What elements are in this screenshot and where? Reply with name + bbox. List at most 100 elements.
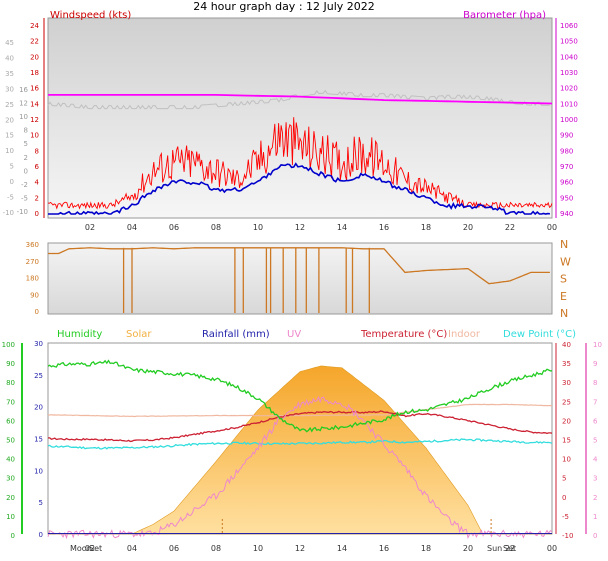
climate-x-tick-label: 20 bbox=[463, 544, 473, 553]
barometer-tick-label: 980 bbox=[560, 147, 573, 155]
humidity-tick-label: 20 bbox=[6, 494, 15, 502]
barometer-tick-label: 950 bbox=[560, 194, 573, 202]
rain-tick-label: 20 bbox=[34, 404, 43, 412]
climate-x-tick-label: 02 bbox=[85, 544, 95, 553]
uv-tick-label: 4 bbox=[593, 456, 598, 464]
wind-mid-tick-label: 12 bbox=[19, 100, 28, 108]
climate-x-tick-label: 04 bbox=[127, 544, 137, 553]
direction-tick-label: 90 bbox=[30, 291, 39, 299]
wind-tick-label: 22 bbox=[30, 38, 39, 46]
wind-x-tick-label: 18 bbox=[421, 223, 431, 232]
wind-x-tick-label: 12 bbox=[295, 223, 305, 232]
wind-mid-tick-label: 16 bbox=[19, 86, 28, 94]
climate-ticks: 1009080706050403020100302520151050403530… bbox=[2, 340, 602, 540]
wind-x-tick-label: 14 bbox=[337, 223, 347, 232]
climate-x-tick-label: 00 bbox=[547, 544, 557, 553]
sunset-label: Set bbox=[503, 544, 516, 553]
wind-mid-tick-label: -5 bbox=[21, 194, 28, 202]
barometer-tick-label: 1020 bbox=[560, 85, 578, 93]
wind-tick-label: 16 bbox=[30, 85, 39, 93]
wind-tick-label: 10 bbox=[30, 132, 39, 140]
uv-tick-label: 9 bbox=[593, 360, 597, 368]
uv-tick-label: 10 bbox=[593, 341, 602, 349]
climate-x-tick-label: 14 bbox=[337, 544, 347, 553]
compass-label: W bbox=[560, 255, 571, 268]
wind-mid-tick-label: 0 bbox=[24, 167, 28, 175]
uv-tick-label: 7 bbox=[593, 398, 597, 406]
moonset-label: Set bbox=[89, 544, 102, 553]
wind-tick-label: 0 bbox=[35, 210, 39, 218]
rain-tick-label: 30 bbox=[34, 340, 43, 348]
wind-tick-label: 2 bbox=[35, 194, 39, 202]
wind-outer-tick-label: 5 bbox=[10, 163, 14, 171]
wind-x-tick-label: 16 bbox=[379, 223, 389, 232]
temperature-tick-label: 10 bbox=[562, 456, 571, 464]
barometer-tick-label: 1060 bbox=[560, 22, 578, 30]
indoorline bbox=[47, 403, 553, 418]
temperature-tick-label: 20 bbox=[562, 417, 571, 425]
wind-outer-tick-label: 40 bbox=[5, 54, 14, 62]
wind-x-tick-label: 22 bbox=[505, 223, 515, 232]
barometer-tick-label: 940 bbox=[560, 210, 573, 218]
humidity-tick-label: 80 bbox=[6, 379, 15, 387]
temperature-tick-label: -5 bbox=[562, 513, 569, 521]
wind-series bbox=[47, 89, 553, 216]
wind-tick-label: 20 bbox=[30, 53, 39, 61]
wind-mid-tick-label: -2 bbox=[21, 181, 28, 189]
wind-tick-label: 8 bbox=[35, 147, 39, 155]
climate-x-tick-label: 08 bbox=[211, 544, 221, 553]
direction-tick-label: 180 bbox=[26, 275, 39, 283]
wind-outer-tick-label: 20 bbox=[5, 116, 14, 124]
wind-tick-label: 18 bbox=[30, 69, 39, 77]
wind-outer-tick-label: -5 bbox=[7, 194, 14, 202]
wind-outer-tick-label: 30 bbox=[5, 85, 14, 93]
humidity-tick-label: 90 bbox=[6, 360, 15, 368]
climate-x-axis: 02 04 06 08 10 12 14 16 18 20 22 00 bbox=[85, 544, 557, 553]
humidity-tick-label: 70 bbox=[6, 398, 15, 406]
wind-tick-label: 24 bbox=[30, 22, 39, 30]
wind-outer-tick-label: 25 bbox=[5, 101, 14, 109]
wind-x-tick-label: 04 bbox=[127, 223, 137, 232]
wind-x-tick-label: 08 bbox=[211, 223, 221, 232]
legend-item: Temperature (°C) bbox=[360, 329, 447, 340]
barometer-tick-label: 1000 bbox=[560, 116, 578, 124]
legend-item: Humidity bbox=[57, 329, 102, 340]
temperature-tick-label: 25 bbox=[562, 398, 571, 406]
direction-tick-label: 0 bbox=[35, 308, 39, 316]
barometer-tick-label: 960 bbox=[560, 179, 573, 187]
climate-x-tick-label: 12 bbox=[295, 544, 305, 553]
wind-outer-tick-label: 10 bbox=[5, 147, 14, 155]
humidity-tick-label: 30 bbox=[6, 475, 15, 483]
climate-x-tick-label: 06 bbox=[169, 544, 179, 553]
wind-outer-tick-label: 0 bbox=[10, 178, 14, 186]
climate-panel: Humidity Solar Rainfall (mm) UV Temperature … bbox=[2, 329, 602, 553]
barometer-tick-label: 990 bbox=[560, 132, 573, 140]
climate-x-tick-label: 18 bbox=[421, 544, 431, 553]
humidity-tick-label: 60 bbox=[6, 417, 15, 425]
rain-tick-label: 15 bbox=[34, 436, 43, 444]
humidity-tick-label: 100 bbox=[2, 341, 15, 349]
wind-x-tick-label: 00 bbox=[547, 223, 557, 232]
barometer-tick-label: 1010 bbox=[560, 100, 578, 108]
uv-tick-label: 2 bbox=[593, 494, 597, 502]
moon-label: Moon bbox=[70, 544, 92, 553]
direction-tick-label: 360 bbox=[26, 241, 39, 249]
temperature-tick-label: 40 bbox=[562, 341, 571, 349]
wind-panel: Windspeed (kts) Barometer (hpa) 24222018… bbox=[3, 10, 578, 232]
humidity-tick-label: 50 bbox=[6, 437, 15, 445]
wind-outer-tick-label: -10 bbox=[3, 209, 14, 217]
wind-mid-tick-label: 5 bbox=[24, 140, 28, 148]
temperature-tick-label: 35 bbox=[562, 360, 571, 368]
climate-x-tick-label: 16 bbox=[379, 544, 389, 553]
humidity-tick-label: 0 bbox=[11, 532, 15, 540]
humidityline bbox=[47, 359, 552, 433]
wind-mid-tick-label: 2 bbox=[24, 154, 28, 162]
wind-mid-ticks: 16 12 10 8 5 2 0 -2 -5 -10 bbox=[17, 86, 29, 216]
wind-tick-label: 6 bbox=[35, 163, 40, 171]
temperature-tick-label: 30 bbox=[562, 379, 571, 387]
barometer-line bbox=[48, 94, 553, 105]
wind-x-tick-label: 02 bbox=[85, 223, 95, 232]
climate-grid bbox=[21, 343, 587, 534]
